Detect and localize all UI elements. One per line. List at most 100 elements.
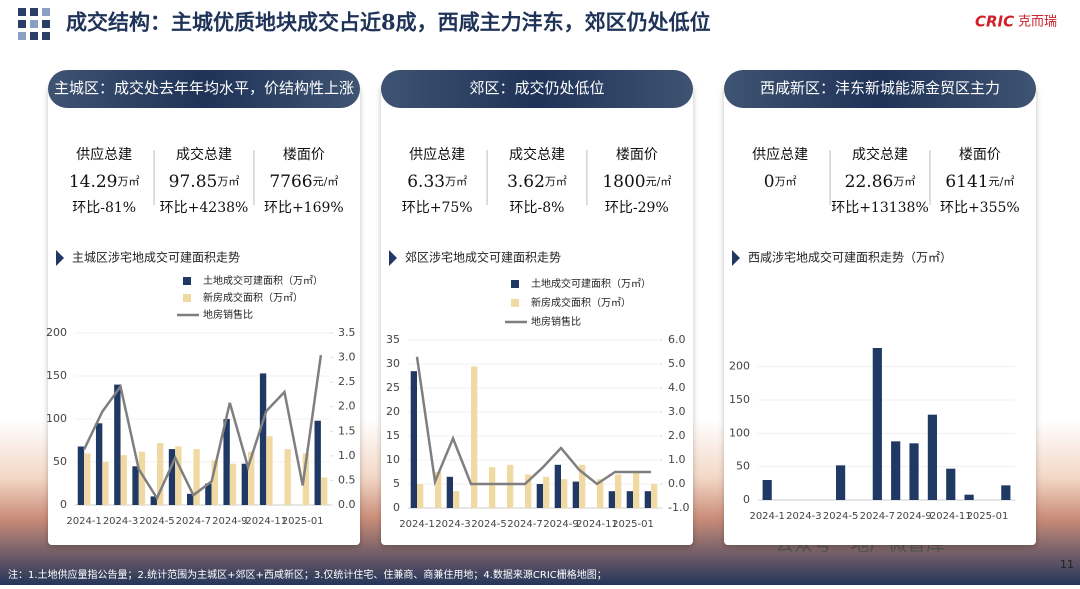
bar	[453, 491, 460, 508]
stat-unit: 元/㎡	[646, 175, 672, 188]
y-tick-label: 30	[386, 357, 400, 370]
stat-number: 3.62	[507, 172, 545, 192]
bar	[138, 451, 146, 505]
x-tick-label: 2024-9	[896, 511, 931, 522]
y2-tick-label: 0.0	[668, 477, 686, 490]
bar	[302, 453, 310, 505]
bar	[175, 446, 182, 505]
stat-change: 环比-29%	[605, 200, 669, 216]
panel	[724, 85, 1036, 545]
stat-change: 环比+13138%	[831, 200, 929, 216]
y2-tick-label: 6.0	[668, 333, 686, 346]
legend-label: 土地成交可建面积（万㎡）	[531, 277, 651, 290]
bar	[626, 491, 633, 508]
y-tick-label: 100	[729, 426, 750, 439]
stat-unit: 万㎡	[545, 175, 567, 188]
y-tick-label: 150	[46, 369, 67, 382]
bar	[525, 474, 532, 508]
y2-tick-label: 1.0	[668, 453, 686, 466]
logo: CRIC	[975, 13, 1014, 31]
bar	[651, 484, 658, 508]
x-tick-label: 2024-3	[103, 516, 138, 527]
stat-change: 环比+75%	[402, 200, 473, 216]
bar	[417, 484, 424, 508]
legend-swatch	[183, 294, 191, 302]
x-tick-label: 2025-01	[282, 516, 324, 527]
y2-tick-label: 5.0	[668, 357, 686, 370]
bar	[615, 474, 622, 508]
ratio-line	[415, 356, 651, 487]
stat-number: 14.29	[69, 172, 118, 192]
chart-title-marker	[56, 250, 64, 266]
stat-value: 6.33万㎡	[407, 172, 467, 192]
stat-label: 楼面价	[959, 147, 1001, 163]
bar	[84, 453, 91, 505]
y2-tick-label: 0.0	[338, 498, 356, 511]
bar	[266, 436, 273, 505]
bar	[927, 414, 937, 500]
panel-title: 主城区：成交处去年年均水平，价结构性上涨	[54, 79, 354, 97]
y2-tick-label: 4.0	[668, 381, 686, 394]
footnote: 注：1.土地供应量指公告量；2.统计范围为主城区+郊区+西咸新区；3.仅统计住宅…	[8, 568, 607, 581]
stat-value: 97.85万㎡	[169, 172, 240, 192]
logo-grid	[18, 8, 50, 40]
stat-number: 6.33	[407, 172, 445, 192]
stat-unit: 万㎡	[775, 175, 797, 188]
bar	[248, 451, 255, 505]
stat-label: 楼面价	[616, 147, 658, 163]
x-tick-label: 2024-1	[399, 519, 434, 530]
bar	[320, 477, 328, 505]
legend-label: 地房销售比	[203, 308, 253, 321]
bar	[644, 491, 651, 508]
legend-swatch	[511, 299, 519, 307]
x-tick-label: 2024-7	[176, 516, 211, 527]
stat-value: 7766元/㎡	[269, 172, 338, 192]
y-tick-label: 150	[729, 393, 750, 406]
y-tick-label: 20	[386, 405, 400, 418]
panel-title-bg	[381, 70, 693, 108]
bar	[223, 419, 230, 505]
chart-title: 主城区涉宅地成交可建面积走势	[72, 250, 240, 265]
panel	[48, 85, 360, 545]
bar	[446, 476, 453, 508]
stat-label: 供应总建	[76, 146, 132, 163]
panel-title: 郊区：成交仍处低位	[469, 79, 604, 97]
x-tick-label: 2024-5	[139, 516, 174, 527]
page-number: 11	[1060, 558, 1074, 571]
stat-value: 1800元/㎡	[602, 172, 671, 192]
stat-number: 0	[764, 172, 775, 192]
bar	[964, 494, 974, 500]
x-tick-label: 2024-5	[823, 511, 858, 522]
ratio-line	[82, 354, 323, 501]
y2-tick-label: 3.0	[668, 405, 686, 418]
panel	[381, 85, 693, 545]
stat-label: 成交总建	[509, 146, 565, 163]
stat-unit: 万㎡	[117, 175, 139, 188]
y-tick-label: 5	[393, 477, 400, 490]
bar	[77, 446, 85, 505]
bar	[259, 373, 267, 505]
bar	[284, 449, 291, 505]
chart-title: 西咸涉宅地成交可建面积走势（万㎡）	[748, 250, 952, 265]
stat-label: 成交总建	[852, 146, 908, 163]
bar	[132, 466, 139, 505]
bar	[314, 420, 321, 505]
bar	[95, 423, 103, 505]
stat-change: 环比-81%	[72, 200, 136, 216]
stat-unit: 万㎡	[445, 175, 467, 188]
bar	[150, 496, 157, 505]
y-tick-label: 200	[46, 326, 67, 339]
x-tick-label: 2024-11	[576, 519, 618, 530]
bar	[211, 460, 218, 505]
legend-label: 新房成交面积（万㎡）	[203, 291, 303, 304]
bar	[909, 443, 919, 500]
slide-title: 成交结构：主城优质地块成交占近8成，西咸主力沣东，郊区仍处低位	[66, 10, 711, 35]
legend-swatch	[511, 280, 519, 288]
x-tick-label: 2024-11	[245, 516, 287, 527]
x-tick-label: 2024-9	[212, 516, 247, 527]
bar	[946, 468, 956, 500]
y-tick-label: 15	[386, 429, 400, 442]
stat-label: 楼面价	[283, 147, 325, 163]
x-tick-label: 2025-01	[967, 511, 1009, 522]
y2-tick-label: 3.0	[338, 351, 356, 364]
